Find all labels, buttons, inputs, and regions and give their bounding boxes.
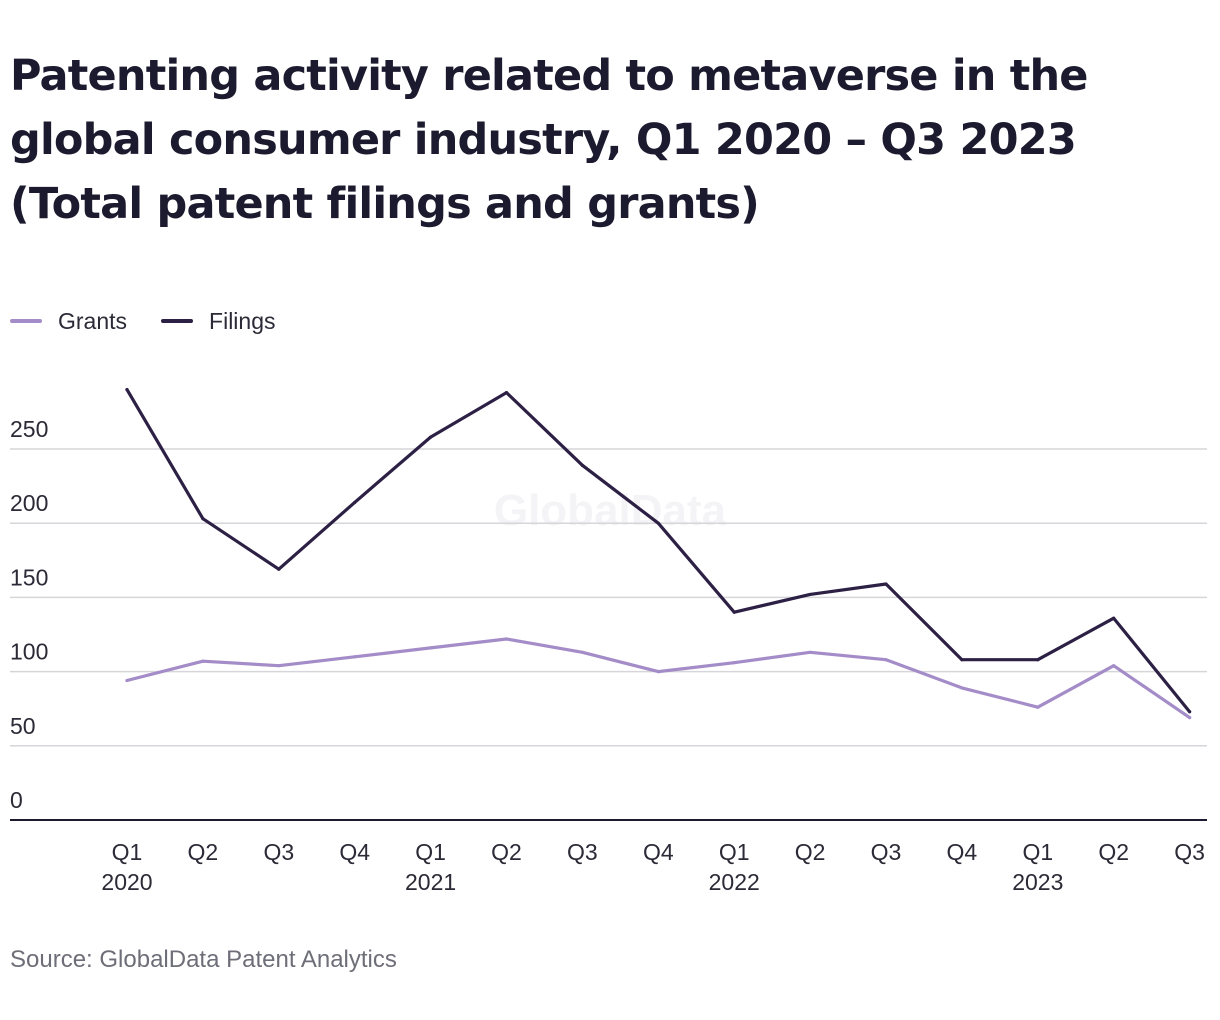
- x-tick-label-10: Q3: [871, 839, 902, 865]
- data-point-grants-14: [1188, 716, 1192, 720]
- grid-layer: 0 50 100 150 200 250: [10, 416, 1207, 813]
- x-tick-label-11: Q4: [947, 839, 978, 865]
- y-tick-label-50: 50: [10, 713, 36, 739]
- legend-swatch-filings: [161, 319, 194, 323]
- data-point-filings-9: [808, 592, 812, 597]
- data-point-filings-6: [580, 463, 585, 467]
- data-point-filings-7: [656, 521, 660, 525]
- x-tick-label-14: Q3: [1174, 839, 1205, 865]
- x-tick-label-13: Q2: [1098, 839, 1129, 865]
- data-point-filings-12: [1036, 658, 1040, 662]
- data-point-filings-11: [960, 658, 964, 662]
- data-point-grants-10: [884, 658, 888, 662]
- data-point-filings-0: [125, 388, 129, 392]
- x-year-label-2022: 2022: [709, 869, 760, 895]
- x-tick-label-4: Q1: [415, 839, 446, 865]
- series-line-grants: [125, 637, 1192, 720]
- data-point-grants-9: [808, 650, 812, 654]
- x-tick-label-5: Q2: [491, 839, 522, 865]
- data-point-grants-3: [353, 655, 357, 659]
- y-tick-label-0: 0: [10, 787, 23, 813]
- legend-item-grants: Grants: [10, 308, 127, 335]
- data-point-grants-7: [656, 670, 660, 674]
- x-tick-label-1: Q2: [188, 839, 219, 865]
- data-point-grants-8: [732, 661, 736, 665]
- x-tick-label-12: Q1: [1022, 839, 1053, 865]
- data-point-filings-10: [884, 582, 888, 586]
- x-year-label-2021: 2021: [405, 869, 456, 895]
- chart-legend: Grants Filings: [10, 306, 310, 336]
- x-tick-label-7: Q4: [643, 839, 674, 865]
- data-point-grants-6: [580, 650, 585, 654]
- watermark-text: GlobalData: [494, 486, 727, 535]
- data-point-filings-8: [732, 610, 736, 614]
- axis-layer: Q1 Q2 Q3 Q4 Q1 Q2 Q3 Q4 Q1 Q2 Q3 Q4 Q1 Q2 Q3 2020 2021 20…: [10, 819, 1207, 895]
- data-point-filings-4: [429, 435, 433, 439]
- x-tick-label-3: Q4: [339, 839, 370, 865]
- legend-item-filings: Filings: [161, 307, 276, 335]
- x-tick-label-2: Q3: [263, 839, 294, 865]
- watermark-layer: GlobalData: [494, 486, 727, 535]
- y-tick-label-150: 150: [10, 564, 48, 590]
- x-year-label-2023: 2023: [1012, 869, 1063, 895]
- data-point-grants-12: [1036, 705, 1040, 709]
- y-tick-label-200: 200: [10, 490, 48, 516]
- data-point-grants-0: [125, 678, 129, 683]
- data-point-grants-1: [201, 659, 205, 663]
- series-layer: [125, 388, 1192, 720]
- data-point-filings-3: [353, 500, 357, 505]
- data-point-filings-14: [1188, 710, 1192, 714]
- data-point-grants-13: [1112, 664, 1116, 668]
- chart-title: Patenting activity related to metaverse …: [10, 51, 1088, 229]
- x-tick-label-0: Q1: [112, 839, 143, 865]
- x-year-label-2020: 2020: [101, 869, 152, 895]
- legend-label-grants: Grants: [58, 307, 128, 334]
- x-tick-label-6: Q3: [567, 839, 598, 865]
- legend-swatch-grants: [10, 319, 42, 323]
- source-note: Source: GlobalData Patent Analytics: [10, 946, 397, 973]
- x-tick-label-9: Q2: [795, 839, 826, 865]
- data-point-filings-1: [201, 517, 205, 521]
- legend-label-filings: Filings: [209, 307, 276, 334]
- data-point-grants-4: [429, 646, 433, 650]
- y-tick-label-250: 250: [10, 416, 48, 442]
- data-point-grants-2: [277, 664, 281, 668]
- data-point-filings-5: [504, 391, 509, 395]
- data-point-grants-5: [504, 637, 509, 641]
- data-point-filings-13: [1112, 616, 1116, 620]
- x-tick-label-8: Q1: [719, 839, 750, 865]
- data-point-filings-2: [277, 567, 281, 571]
- y-tick-label-100: 100: [10, 639, 48, 665]
- data-point-grants-11: [960, 686, 964, 690]
